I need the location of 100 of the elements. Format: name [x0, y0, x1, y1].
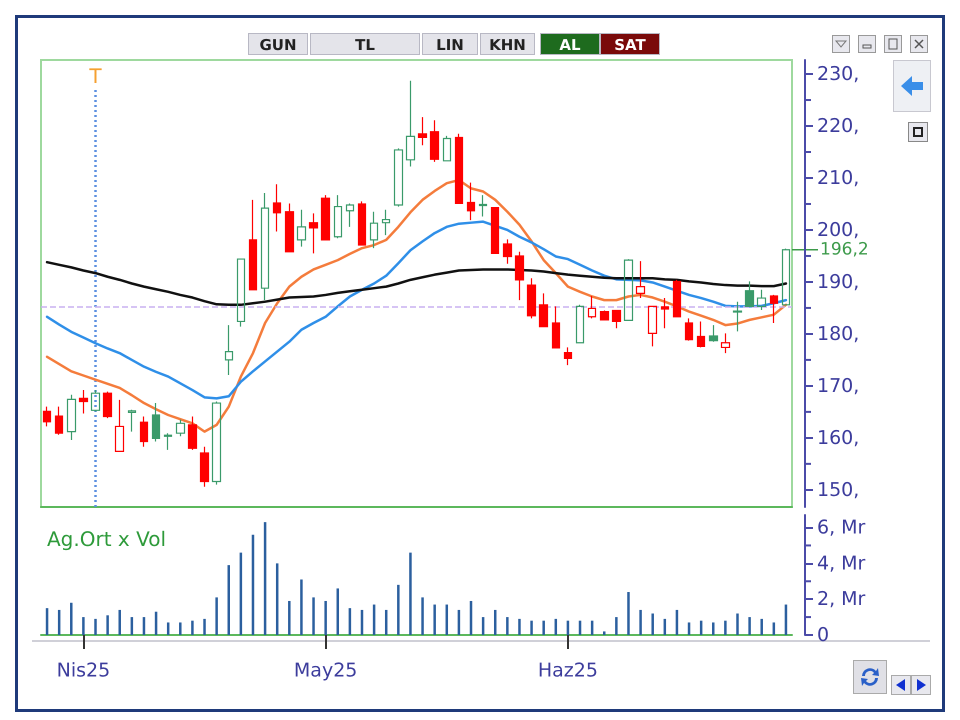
text: GUN [248, 33, 308, 55]
bar [446, 604, 448, 635]
bar [252, 534, 254, 635]
candlestick [684, 318, 694, 342]
bar [688, 622, 690, 635]
candlestick [334, 194, 342, 239]
text: LIN [422, 33, 478, 55]
candlestick [514, 251, 524, 301]
bar [639, 610, 642, 635]
bar [421, 597, 424, 635]
candlestick [66, 394, 76, 441]
bar [312, 597, 315, 635]
candlestick [382, 209, 390, 236]
candlestick [54, 406, 64, 436]
bar [542, 620, 545, 635]
bar [300, 579, 303, 635]
bar [228, 565, 230, 635]
candlestick [466, 182, 476, 221]
candlestick [538, 292, 548, 328]
bar [748, 617, 751, 635]
candlestick [102, 391, 112, 419]
text: 196,2 [820, 240, 869, 260]
candlestick [770, 294, 778, 324]
candlestick [212, 400, 222, 486]
candlestick [164, 432, 172, 450]
candlestick [358, 200, 366, 246]
candlestick [236, 258, 246, 328]
candlestick [660, 297, 670, 329]
bar [470, 600, 472, 635]
bar [615, 617, 618, 635]
bar [82, 617, 85, 635]
line-series [46, 178, 788, 433]
bar [482, 617, 484, 635]
bar [360, 610, 364, 635]
bar [458, 610, 460, 635]
text: AL [540, 33, 600, 55]
candlestick [296, 209, 306, 248]
bar [384, 610, 388, 635]
bar [724, 620, 727, 635]
candlestick [272, 184, 282, 232]
bar [203, 618, 206, 635]
y-tick-label: 4, Mr [817, 552, 866, 574]
candlestick [478, 194, 488, 218]
y-tick-label: 180, [817, 322, 860, 345]
candlestick [284, 202, 294, 252]
candlestick [454, 133, 464, 204]
candlestick [114, 399, 124, 452]
bar [494, 610, 496, 635]
bar [336, 588, 340, 635]
bar [433, 604, 436, 635]
candlestick [490, 207, 500, 254]
candlestick [564, 346, 572, 366]
bar [46, 608, 48, 635]
line-series [46, 260, 788, 306]
y-tick-label: 220, [817, 115, 860, 138]
y-tick-label: 6, Mr [817, 516, 866, 539]
candlestick [648, 306, 658, 347]
candlestick [624, 258, 634, 322]
candlestick [502, 238, 512, 264]
candlestick [526, 278, 536, 319]
bar [397, 584, 400, 635]
candlestick [90, 389, 100, 412]
candlestick [224, 324, 234, 376]
candlestick [672, 279, 682, 318]
text: KHN [480, 33, 535, 55]
candlestick [188, 416, 198, 450]
bar [566, 620, 570, 635]
candlestick [406, 80, 416, 168]
text: TL [310, 33, 420, 55]
candlestick [636, 260, 646, 299]
candlestick [418, 116, 428, 146]
bar [651, 614, 654, 635]
bar [106, 615, 109, 635]
bar [288, 600, 291, 635]
candlestick [696, 320, 706, 348]
candlestick [320, 194, 330, 240]
candlestick [200, 446, 210, 488]
candlestick [152, 402, 160, 442]
bar [664, 618, 666, 635]
candlestick [176, 419, 186, 437]
bar [736, 614, 739, 635]
candlestick [140, 416, 148, 448]
candlestick [744, 280, 754, 307]
line-series [46, 220, 788, 400]
candlestick [128, 409, 136, 432]
bar [276, 563, 278, 635]
bar [554, 618, 558, 635]
candlestick [370, 211, 378, 249]
bar [603, 631, 606, 635]
y-tick-label: 0 [817, 624, 830, 646]
candlestick [260, 192, 270, 301]
bar [760, 618, 763, 635]
candlestick [308, 212, 318, 254]
bar [179, 622, 182, 635]
bar [627, 592, 630, 635]
bar [70, 602, 73, 635]
bar [590, 620, 594, 635]
candlestick [708, 324, 718, 342]
bar [240, 552, 242, 635]
bar [348, 608, 352, 635]
